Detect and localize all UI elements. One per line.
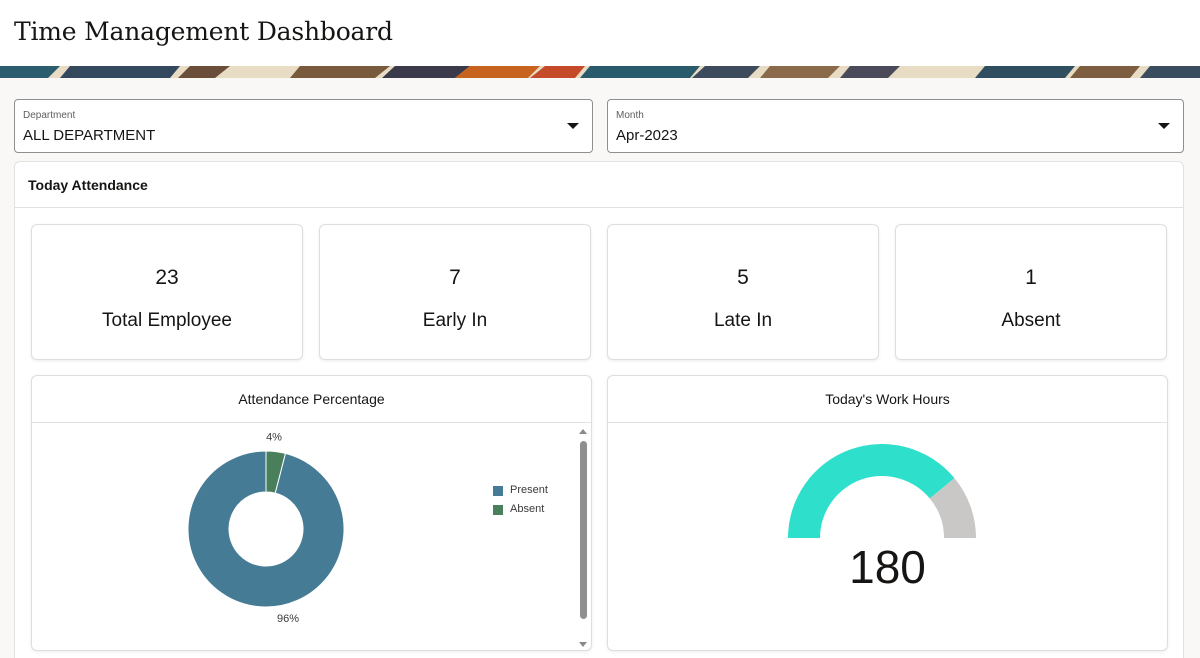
gauge-remaining-arc xyxy=(929,478,976,538)
legend-swatch-absent xyxy=(493,505,503,515)
stat-value: 23 xyxy=(155,266,179,289)
stat-label: Absent xyxy=(1001,310,1061,331)
work-hours-gauge xyxy=(788,443,976,538)
card-header: Today's Work Hours xyxy=(608,376,1167,423)
panel-title: Today Attendance xyxy=(28,177,148,193)
legend-label-absent[interactable]: Absent xyxy=(510,503,545,515)
work-hours-card: Today's Work Hours 180 xyxy=(607,375,1168,651)
stat-label: Total Employee xyxy=(102,310,232,331)
stat-card-absent[interactable]: 1 Absent xyxy=(895,224,1167,360)
stat-value: 1 xyxy=(1025,266,1037,289)
stat-label: Late In xyxy=(713,310,773,331)
data-label-present: 96% xyxy=(277,613,299,625)
scroll-up-icon[interactable] xyxy=(579,429,587,434)
decorative-banner xyxy=(0,66,1200,78)
department-label: Department xyxy=(23,110,76,121)
stat-value: 5 xyxy=(737,266,749,289)
page-title: Time Management Dashboard xyxy=(14,17,393,46)
department-select[interactable]: Department ALL DEPARTMENT xyxy=(14,99,593,153)
today-attendance-panel: Today Attendance 23 Total Employee 7 Ear… xyxy=(14,161,1184,658)
caret-down-icon[interactable] xyxy=(1157,119,1171,133)
gauge-value: 180 xyxy=(849,541,926,593)
card-header: Attendance Percentage xyxy=(32,376,591,423)
attendance-percentage-card: Attendance Percentage 96% 4% Present Abse… xyxy=(31,375,592,651)
donut-slice-present[interactable] xyxy=(187,450,345,608)
month-value: Apr-2023 xyxy=(616,127,678,144)
donut-slice-absent[interactable] xyxy=(265,450,287,494)
app-header: Time Management Dashboard xyxy=(0,0,1200,66)
gauge-filled-arc xyxy=(788,443,955,538)
stat-value: 7 xyxy=(449,266,461,289)
scroll-thumb[interactable] xyxy=(580,441,587,619)
stat-label: Early In xyxy=(422,310,488,331)
scroll-down-icon[interactable] xyxy=(579,642,587,647)
chart-scrollbar[interactable] xyxy=(577,426,589,650)
stat-card-total-employee[interactable]: 23 Total Employee xyxy=(31,224,303,360)
caret-down-icon[interactable] xyxy=(566,119,580,133)
month-select[interactable]: Month Apr-2023 xyxy=(607,99,1184,153)
month-label: Month xyxy=(616,110,644,121)
panel-header: Today Attendance xyxy=(15,162,1183,208)
stat-card-early-in[interactable]: 7 Early In xyxy=(319,224,591,360)
department-value: ALL DEPARTMENT xyxy=(23,127,156,144)
legend-swatch-present xyxy=(493,486,503,496)
stat-card-late-in[interactable]: 5 Late In xyxy=(607,224,879,360)
attendance-donut-chart: 96% 4% xyxy=(187,432,345,625)
data-label-absent: 4% xyxy=(266,432,282,444)
card-title: Today's Work Hours xyxy=(825,391,950,407)
legend-label-present[interactable]: Present xyxy=(510,484,548,496)
card-title: Attendance Percentage xyxy=(238,391,385,407)
